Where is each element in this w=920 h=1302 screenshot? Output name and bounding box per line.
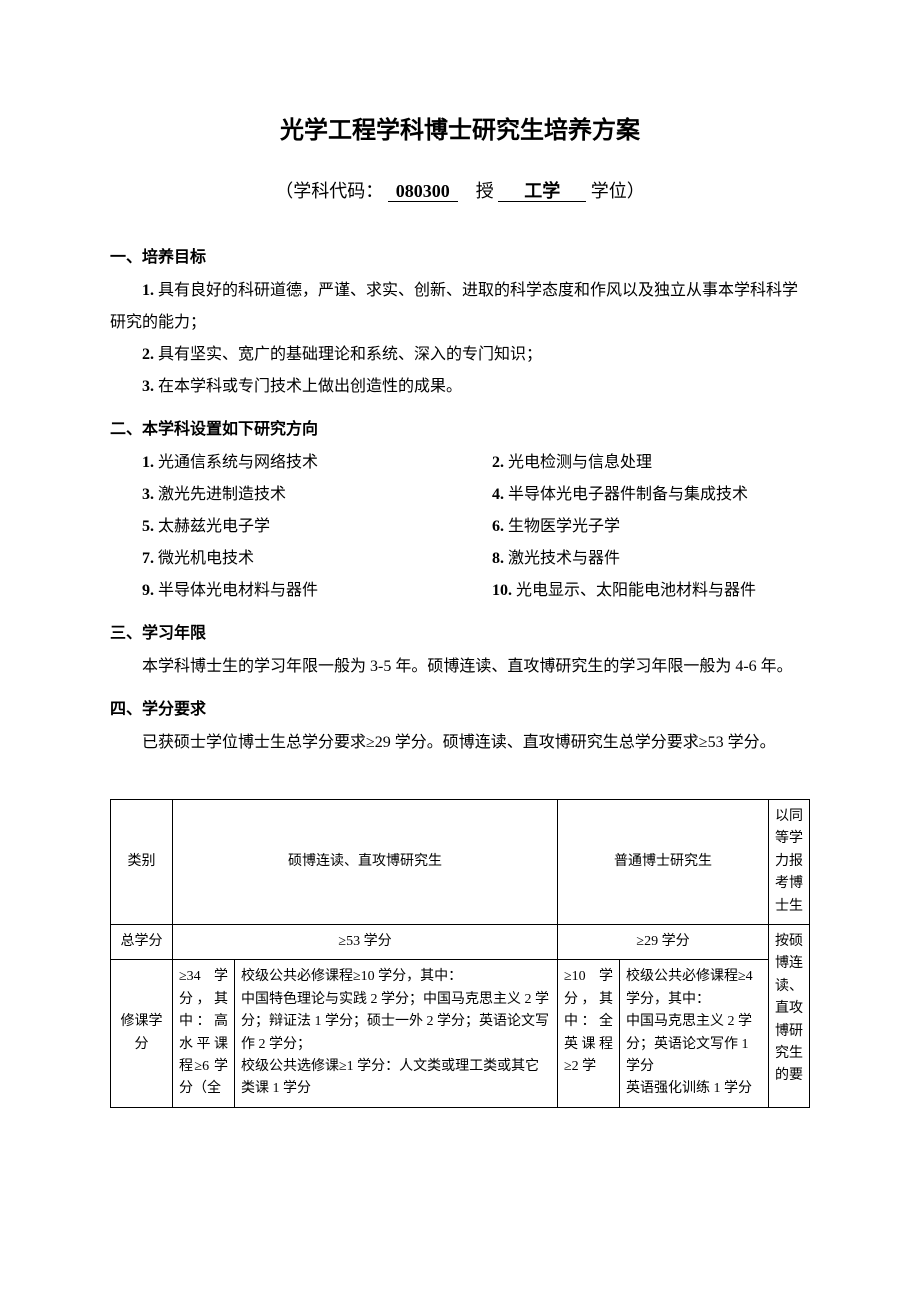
cell-phd: 普通博士研究生 xyxy=(558,800,769,925)
cell-course-label: 修课学分 xyxy=(111,960,173,1107)
cell-course-mbphd-a: ≥34 学分，其中：高水平课程≥6 学分（全 xyxy=(173,960,235,1107)
dir-item: 4. 半导体光电子器件制备与集成技术 xyxy=(460,479,810,511)
credit-req-para: 已获硕士学位博士生总学分要求≥29 学分。硕博连读、直攻博研究生总学分要求≥53… xyxy=(110,727,810,759)
dir-item: 1. 光通信系统与网络技术 xyxy=(110,447,460,479)
table-row: 修课学分 ≥34 学分，其中：高水平课程≥6 学分（全 校级公共必修课程≥10 … xyxy=(111,960,810,1107)
table-row: 类别 硕博连读、直攻博研究生 普通博士研究生 以同等学力报考博士生 xyxy=(111,800,810,925)
table-row: 总学分 ≥53 学分 ≥29 学分 按硕博连读、直攻博研究生的要 xyxy=(111,924,810,959)
section-4-head: 四、学分要求 xyxy=(110,695,810,719)
cell-equiv-note: 按硕博连读、直攻博研究生的要 xyxy=(769,924,810,1107)
cell-mbphd: 硕博连读、直攻博研究生 xyxy=(173,800,558,925)
goal-item-2: 2. 具有坚实、宽广的基础理论和系统、深入的专门知识； xyxy=(110,339,810,371)
cell-total-mbphd: ≥53 学分 xyxy=(173,924,558,959)
dir-item: 2. 光电检测与信息处理 xyxy=(460,447,810,479)
cell-course-mbphd-b: 校级公共必修课程≥10 学分，其中： 中国特色理论与实践 2 学分；中国马克思主… xyxy=(235,960,558,1107)
subtitle-mid1 xyxy=(462,181,471,201)
section-1-head: 一、培养目标 xyxy=(110,243,810,267)
goal-num-2: 2. xyxy=(142,346,154,363)
document-subtitle: （学科代码： 080300 授 工学 学位） xyxy=(110,177,810,203)
goal-item-1: 1. 具有良好的科研道德，严谨、求实、创新、进取的科学态度和作风以及独立从事本学… xyxy=(110,275,810,339)
study-duration-para: 本学科博士生的学习年限一般为 3-5 年。硕博连读、直攻博研究生的学习年限一般为… xyxy=(110,651,810,683)
document-page: 光学工程学科博士研究生培养方案 （学科代码： 080300 授 工学 学位） 一… xyxy=(0,0,920,1302)
dir-item: 9. 半导体光电材料与器件 xyxy=(110,575,460,607)
cell-equiv: 以同等学力报考博士生 xyxy=(769,800,810,925)
dir-item: 5. 太赫兹光电子学 xyxy=(110,511,460,543)
goal-text-3: 在本学科或专门技术上做出创造性的成果。 xyxy=(158,378,462,395)
section-2-head: 二、本学科设置如下研究方向 xyxy=(110,415,810,439)
subtitle-mid1-text: 授 xyxy=(476,181,494,201)
dir-item: 7. 微光机电技术 xyxy=(110,543,460,575)
goal-text-2: 具有坚实、宽广的基础理论和系统、深入的专门知识； xyxy=(158,346,542,363)
cell-total-phd: ≥29 学分 xyxy=(558,924,769,959)
goal-item-3: 3. 在本学科或专门技术上做出创造性的成果。 xyxy=(110,371,810,403)
cell-category: 类别 xyxy=(111,800,173,925)
goal-num-3: 3. xyxy=(142,378,154,395)
subject-code: 080300 xyxy=(388,181,458,202)
subtitle-suffix: 学位） xyxy=(591,181,645,201)
dir-item: 6. 生物医学光子学 xyxy=(460,511,810,543)
document-title: 光学工程学科博士研究生培养方案 xyxy=(110,110,810,145)
cell-course-phd-b: 校级公共必修课程≥4 学分，其中： 中国马克思主义 2 学分；英语论文写作 1 … xyxy=(620,960,769,1107)
goal-num-1: 1. xyxy=(142,282,154,299)
credit-table: 类别 硕博连读、直攻博研究生 普通博士研究生 以同等学力报考博士生 总学分 ≥5… xyxy=(110,799,810,1108)
cell-total-label: 总学分 xyxy=(111,924,173,959)
subtitle-prefix: （学科代码： xyxy=(275,181,383,201)
section-3-head: 三、学习年限 xyxy=(110,619,810,643)
degree-type: 工学 xyxy=(498,181,586,202)
dir-item: 8. 激光技术与器件 xyxy=(460,543,810,575)
dir-item: 10. 光电显示、太阳能电池材料与器件 xyxy=(460,575,810,607)
cell-course-phd-a: ≥10 学分，其中：全英课程≥2 学 xyxy=(558,960,620,1107)
goal-text-1: 具有良好的科研道德，严谨、求实、创新、进取的科学态度和作风以及独立从事本学科科学… xyxy=(110,282,798,331)
dir-item: 3. 激光先进制造技术 xyxy=(110,479,460,511)
research-directions: 1. 光通信系统与网络技术 2. 光电检测与信息处理 3. 激光先进制造技术 4… xyxy=(110,447,810,607)
